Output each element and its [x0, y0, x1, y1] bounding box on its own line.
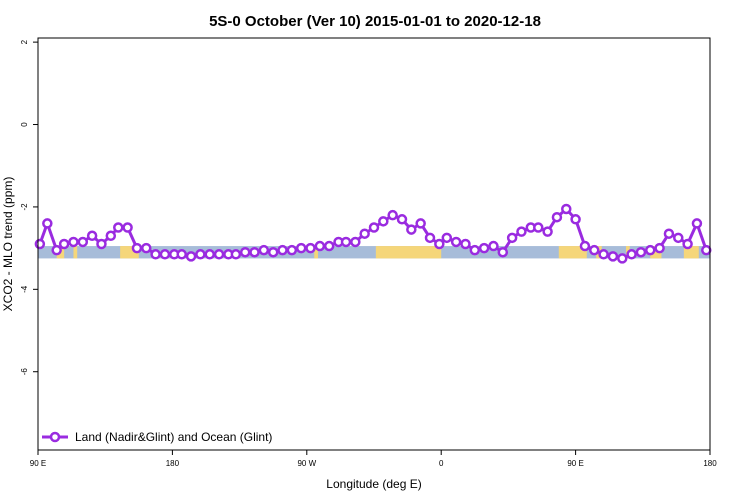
data-point [598, 249, 609, 260]
data-point [51, 244, 62, 256]
data-point [570, 214, 581, 225]
data-point [295, 242, 307, 254]
data-point [579, 240, 591, 252]
data-point [249, 246, 260, 258]
data-point [516, 226, 527, 237]
data-point [42, 218, 53, 229]
x-axis: 90 E 180 90 W 0 90 E 180 [30, 450, 717, 468]
land-segment-8 [650, 246, 662, 259]
data-point [131, 242, 143, 254]
data-point [424, 232, 436, 244]
data-point [645, 244, 656, 256]
x-axis-label: Longitude (deg E) [326, 477, 421, 491]
y-tick-label: 2 [20, 39, 29, 44]
data-point [122, 222, 133, 233]
data-point [607, 251, 619, 262]
data-point [340, 236, 352, 248]
data-point [617, 253, 628, 264]
data-point [195, 249, 206, 260]
data-point [58, 238, 70, 250]
data-point [396, 214, 408, 225]
data-point [34, 238, 46, 250]
data-point [314, 240, 326, 252]
data-point [258, 244, 270, 256]
data-point [368, 222, 380, 233]
data-point [204, 249, 215, 260]
data-point [359, 228, 370, 239]
legend-marker [49, 431, 61, 443]
y-tick-label: -6 [20, 368, 29, 376]
data-point [141, 242, 152, 254]
data-point [267, 246, 279, 258]
data-point [635, 246, 647, 258]
data-point [561, 203, 572, 215]
data-point [176, 249, 187, 260]
x-tick-label: 0 [439, 459, 444, 468]
data-point [488, 240, 499, 252]
data-point [415, 218, 426, 229]
chart-title: 5S-0 October (Ver 10) 2015-01-01 to 2020… [209, 13, 541, 30]
data-point [469, 244, 481, 256]
data-point [682, 238, 693, 250]
data-point [387, 209, 398, 221]
data-point [213, 249, 225, 260]
y-tick-label: -4 [20, 285, 29, 293]
data-point [691, 218, 703, 229]
data-point [663, 228, 675, 239]
data-point [506, 232, 518, 244]
data-point [239, 246, 251, 258]
data-point [96, 238, 107, 250]
data-point [533, 222, 544, 233]
y-axis-label: XCO2 - MLO trend (ppm) [1, 177, 15, 312]
data-point [113, 222, 124, 233]
data-point [323, 240, 335, 252]
land-segment-3 [314, 246, 318, 259]
data-point [450, 236, 462, 248]
land-segment-1 [73, 246, 78, 259]
data-point [378, 216, 389, 227]
data-point [406, 224, 417, 235]
data-point [626, 249, 637, 260]
data-point [286, 244, 298, 256]
data-point [673, 232, 684, 244]
data-point [654, 242, 665, 254]
data-point [277, 244, 288, 256]
data-point [478, 242, 490, 254]
y-tick-label: -2 [20, 203, 29, 211]
x-tick-label: 90 E [567, 459, 583, 468]
data-point [441, 232, 453, 244]
data-point [86, 230, 98, 242]
data-point [551, 211, 563, 223]
x-tick-label: 180 [703, 459, 717, 468]
plot-frame [37, 37, 711, 451]
data-point [185, 251, 197, 262]
data-point [460, 238, 471, 250]
y-tick-label: 0 [20, 122, 29, 127]
data-point [701, 244, 712, 256]
data-point [589, 244, 600, 256]
legend-entry-label: Land (Nadir&Glint) and Ocean (Glint) [75, 430, 272, 444]
data-point [230, 249, 242, 260]
land-segment-5 [558, 246, 587, 259]
data-point [497, 246, 509, 258]
x-tick-label: 90 E [30, 459, 46, 468]
data-point [159, 249, 171, 260]
data-point [150, 249, 161, 260]
data-point [542, 226, 553, 237]
y-axis: 2 0 -2 -4 -6 [20, 39, 38, 375]
land-segment-4 [375, 246, 442, 259]
data-point [350, 236, 361, 248]
data-point [434, 238, 445, 250]
data-point [305, 242, 316, 254]
data-point [105, 230, 117, 242]
data-point [68, 236, 79, 248]
x-tick-label: 180 [166, 459, 180, 468]
data-point [77, 236, 89, 248]
legend: Land (Nadir&Glint) and Ocean (Glint) [42, 430, 272, 444]
x-tick-label: 90 W [297, 459, 316, 468]
